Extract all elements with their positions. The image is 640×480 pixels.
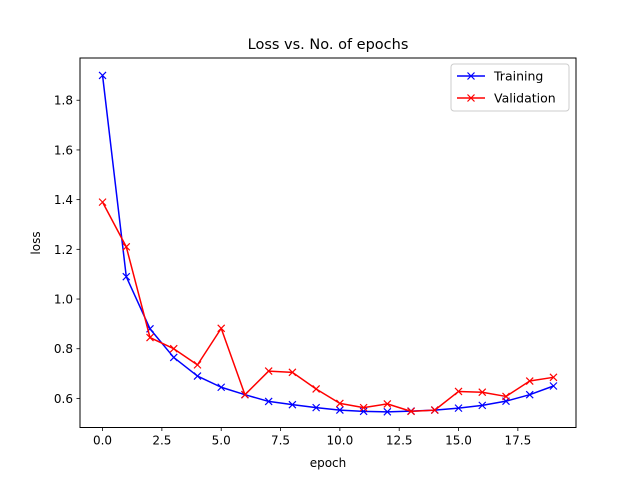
validation-point bbox=[122, 242, 131, 251]
y-tick-label: 1.8 bbox=[54, 94, 73, 108]
x-tick-label: 5.0 bbox=[212, 434, 231, 448]
validation-point bbox=[383, 399, 392, 408]
validation-point bbox=[146, 333, 154, 342]
y-tick-label: 1.4 bbox=[54, 193, 73, 207]
validation-point bbox=[359, 403, 368, 412]
validation-point bbox=[407, 407, 415, 416]
training-point bbox=[525, 390, 534, 399]
y-axis-label: loss bbox=[29, 231, 43, 254]
x-axis: 0.0 2.5 5.0 7.5 10.0 12.5 15.0 17.5 bbox=[93, 427, 531, 448]
training-point bbox=[217, 383, 226, 392]
x-tick-label: 2.5 bbox=[152, 434, 171, 448]
validation-point bbox=[193, 360, 202, 369]
plot-series bbox=[98, 71, 558, 416]
training-point bbox=[193, 372, 202, 380]
validation-point bbox=[264, 367, 273, 376]
training-line bbox=[101, 75, 554, 413]
training-point bbox=[98, 71, 107, 80]
validation-point bbox=[288, 368, 297, 377]
chart-title: Loss vs. No. of epochs bbox=[248, 37, 409, 53]
validation-point bbox=[525, 377, 534, 385]
training-point bbox=[478, 401, 487, 410]
validation-point bbox=[454, 387, 463, 396]
training-point bbox=[383, 407, 392, 416]
validation-point bbox=[502, 392, 510, 401]
validation-point bbox=[335, 399, 344, 408]
y-tick-label: 0.6 bbox=[54, 392, 73, 406]
y-tick-label: 0.8 bbox=[54, 342, 73, 356]
training-point bbox=[169, 353, 178, 362]
training-point bbox=[549, 382, 558, 390]
training-point bbox=[454, 404, 463, 413]
y-tick-label: 1.6 bbox=[54, 143, 73, 157]
validation-point bbox=[241, 390, 249, 399]
legend-label-validation: Validation bbox=[494, 91, 556, 106]
y-tick-label: 1.2 bbox=[54, 243, 73, 257]
validation-point bbox=[312, 385, 321, 393]
x-tick-label: 15.0 bbox=[445, 434, 472, 448]
x-tick-label: 0.0 bbox=[93, 434, 112, 448]
x-tick-label: 10.0 bbox=[327, 434, 354, 448]
validation-point bbox=[478, 388, 487, 397]
x-tick-label: 17.5 bbox=[504, 434, 531, 448]
training-point bbox=[359, 407, 368, 416]
training-point bbox=[264, 397, 273, 406]
validation-point bbox=[549, 373, 558, 382]
legend-label-training: Training bbox=[493, 69, 543, 84]
legend: Training Validation bbox=[450, 63, 570, 112]
plot-frame bbox=[79, 57, 577, 428]
training-point bbox=[122, 272, 131, 281]
training-point bbox=[335, 406, 344, 415]
validation-point bbox=[217, 324, 226, 333]
training-point bbox=[312, 403, 321, 412]
legend-item-validation: Validation bbox=[457, 91, 556, 106]
legend-item-training: Training bbox=[457, 69, 543, 84]
x-tick-label: 12.5 bbox=[386, 434, 413, 448]
validation-point bbox=[169, 344, 178, 353]
x-tick-label: 7.5 bbox=[271, 434, 290, 448]
validation-point bbox=[98, 198, 107, 207]
x-axis-label: epoch bbox=[310, 456, 347, 470]
validation-line bbox=[101, 201, 554, 413]
y-axis: 0.6 0.8 1.0 1.2 1.4 1.6 1.8 bbox=[54, 94, 80, 406]
validation-point bbox=[430, 406, 439, 415]
y-tick-label: 1.0 bbox=[54, 293, 73, 307]
training-point bbox=[288, 400, 297, 409]
